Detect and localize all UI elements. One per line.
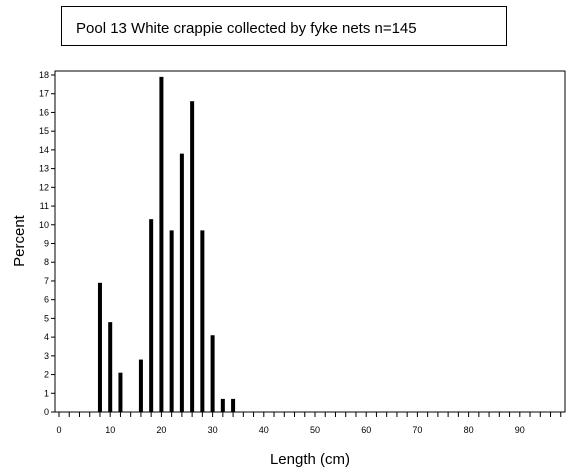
chart-title-box: Pool 13 White crappie collected by fyke … [61, 6, 507, 46]
bar-32cm [220, 398, 225, 412]
x-axis-ticks: 0 10 20 30 40 50 60 70 80 90 [56, 412, 562, 435]
bar-18cm [149, 219, 154, 412]
y-tick-label: 13 [39, 164, 49, 174]
bar-26cm [190, 101, 195, 412]
x-tick-label: 0 [56, 425, 61, 435]
x-tick-label: 60 [361, 425, 371, 435]
bar-16cm [138, 359, 143, 412]
y-tick-label: 18 [39, 70, 49, 80]
y-tick-label: 9 [44, 239, 49, 249]
y-tick-label: 14 [39, 145, 49, 155]
x-tick-label: 30 [208, 425, 218, 435]
x-tick-label: 50 [310, 425, 320, 435]
bar-24cm [179, 153, 184, 412]
y-tick-label: 7 [44, 276, 49, 286]
bar-28cm [200, 230, 205, 412]
y-tick-label: 0 [44, 407, 49, 417]
y-tick-label: 15 [39, 126, 49, 136]
x-tick-label: 20 [156, 425, 166, 435]
x-tick-label: 90 [515, 425, 525, 435]
x-tick-label: 10 [105, 425, 115, 435]
y-tick-label: 10 [39, 220, 49, 230]
x-tick-label: 80 [464, 425, 474, 435]
x-axis-label: Length (cm) [270, 451, 350, 468]
bars-group [97, 76, 236, 412]
y-tick-label: 12 [39, 182, 49, 192]
bar-22cm [169, 230, 174, 412]
x-tick-label: 40 [259, 425, 269, 435]
y-tick-label: 8 [44, 257, 49, 267]
bar-10cm [108, 322, 113, 412]
y-tick-label: 3 [44, 351, 49, 361]
y-tick-label: 5 [44, 313, 49, 323]
y-tick-label: 16 [39, 107, 49, 117]
plot-frame [54, 70, 566, 413]
bar-8cm [97, 282, 102, 412]
chart-title: Pool 13 White crappie collected by fyke … [76, 20, 417, 37]
x-tick-label: 70 [412, 425, 422, 435]
bar-34cm [231, 398, 236, 412]
y-tick-label: 2 [44, 370, 49, 380]
y-tick-label: 1 [44, 388, 49, 398]
bar-30cm [210, 335, 215, 412]
y-tick-label: 6 [44, 295, 49, 305]
y-tick-label: 17 [39, 89, 49, 99]
y-tick-label: 4 [44, 332, 49, 342]
bar-20cm [159, 76, 164, 412]
bar-12cm [118, 372, 123, 412]
y-tick-label: 11 [40, 201, 49, 211]
y-axis-label: Percent [11, 214, 28, 267]
